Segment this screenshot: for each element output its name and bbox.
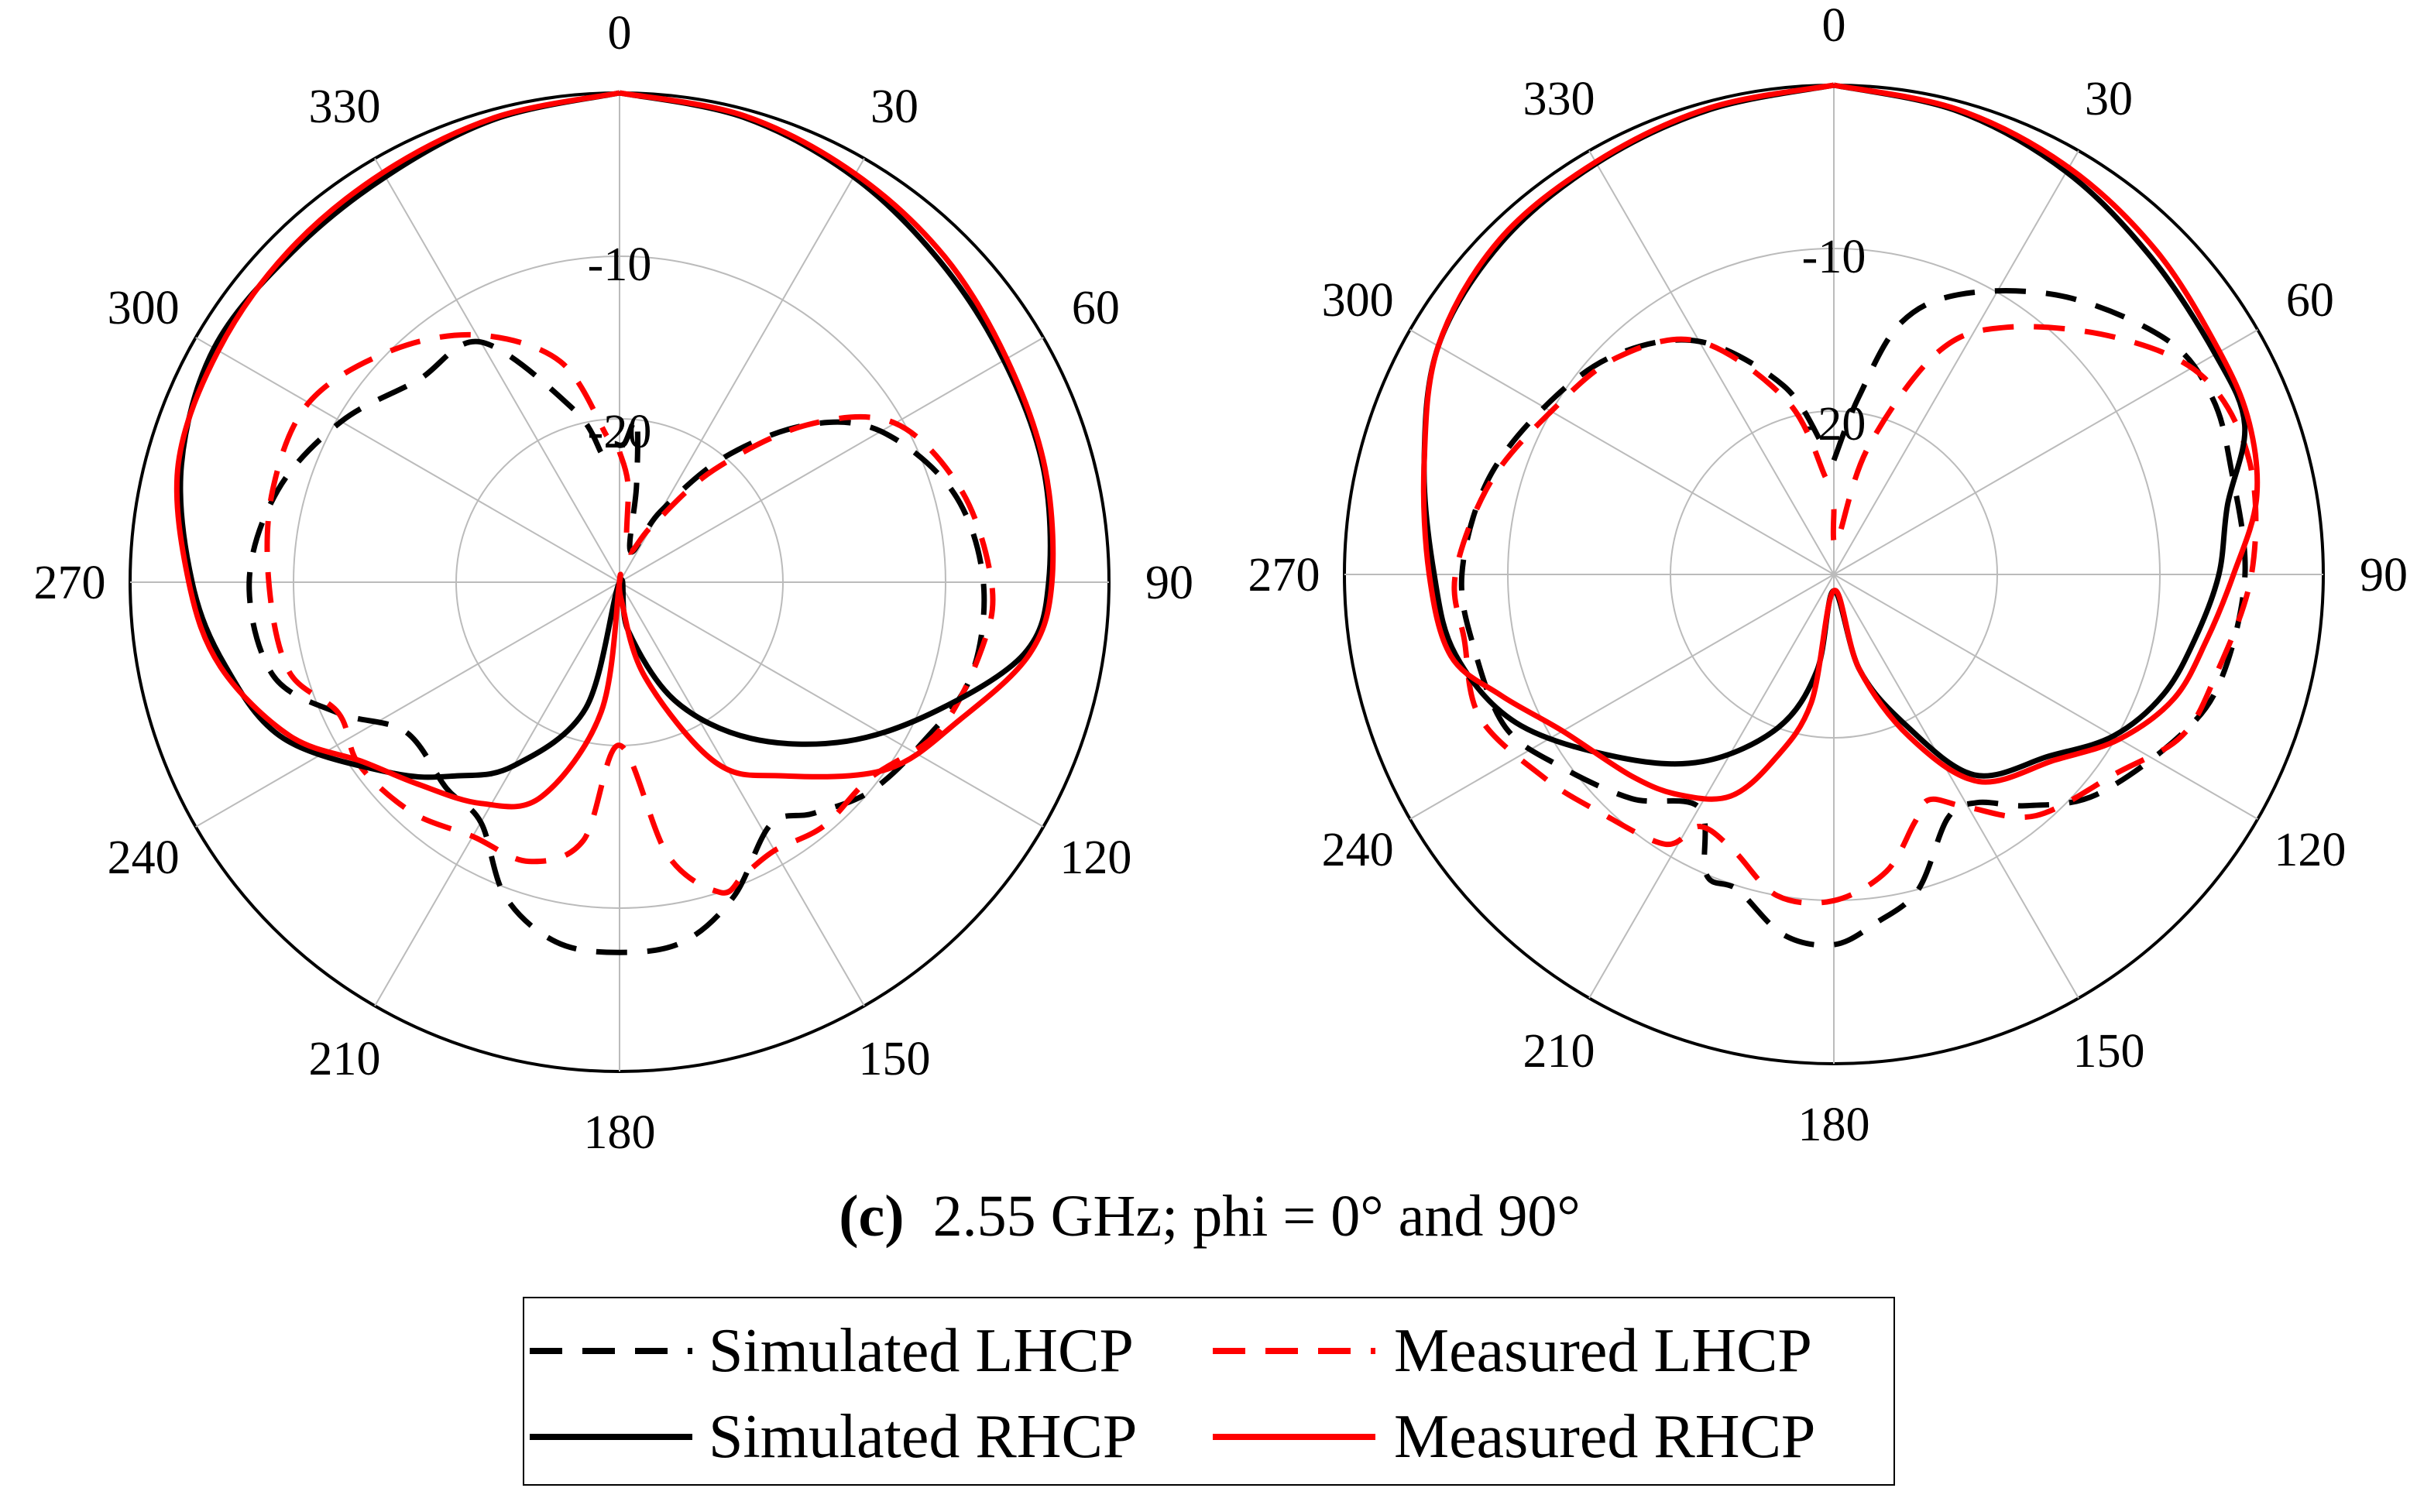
angle-tick-0: 0 [608,7,632,60]
spoke-60 [619,337,1044,583]
series-measured-rhcp [1420,82,2261,802]
series-measured-rhcp [173,90,1056,810]
spoke-120 [1833,574,2258,820]
spoke-60 [1833,329,2258,575]
angle-tick-120: 120 [2274,824,2346,876]
legend-label-simulated-rhcp: Simulated RHCP [709,1403,1137,1471]
series-lines [1420,82,2261,948]
angle-tick-150: 150 [859,1033,931,1085]
legend-box [523,1297,1895,1486]
legend: Simulated LHCP Measured LHCP Simulated R… [523,1297,1895,1486]
spoke-300 [195,337,620,583]
spoke-30 [1833,150,2079,575]
spoke-330 [374,158,620,583]
angle-tick-30: 30 [870,81,918,133]
caption-text: 2.55 GHz; phi = 0° and 90° [933,1184,1581,1249]
series-simulated-lhcp [1458,288,2248,948]
series-measured-lhcp [1451,324,2259,906]
angle-tick-labels: 0 30 60 90 120 150 180 210 240 270 300 330 [1248,0,2408,1151]
angle-tick-270: 270 [1248,549,1320,602]
angle-tick-330: 330 [309,81,381,133]
angle-tick-240: 240 [108,831,180,884]
angle-tick-210: 210 [309,1033,381,1085]
series-lines [173,90,1056,955]
angle-tick-30: 30 [2085,73,2133,125]
angle-tick-120: 120 [1059,831,1131,884]
angle-tick-150: 150 [2073,1025,2145,1078]
radial-label-minus-10: -10 [1802,231,1866,283]
angle-tick-0: 0 [1822,0,1846,52]
angle-tick-90: 90 [1145,557,1193,609]
spoke-150 [1833,574,2079,999]
caption-letter: (c) [839,1184,904,1249]
legend-label-simulated-lhcp: Simulated LHCP [709,1317,1134,1385]
figure-caption: (c) 2.55 GHz; phi = 0° and 90° [839,1184,1580,1249]
legend-label-measured-lhcp: Measured LHCP [1394,1317,1812,1385]
series-measured-lhcp [264,331,996,896]
angle-tick-210: 210 [1523,1025,1595,1078]
angle-tick-60: 60 [2286,274,2334,327]
angle-spokes [1344,85,2323,1064]
angle-tick-180: 180 [1798,1099,1870,1151]
radial-label-minus-10: -10 [588,238,652,291]
angle-tick-240: 240 [1322,824,1394,876]
angle-tick-labels: 0 30 60 90 120 150 180 210 240 270 300 330 [34,7,1194,1159]
angle-tick-60: 60 [1072,282,1120,334]
spoke-150 [619,581,865,1006]
angle-tick-180: 180 [584,1106,656,1159]
spoke-300 [1409,329,1835,575]
spoke-210 [1588,574,1835,999]
legend-label-measured-rhcp: Measured RHCP [1394,1403,1815,1471]
angle-tick-300: 300 [1322,274,1394,327]
angle-tick-270: 270 [34,557,106,609]
angle-tick-300: 300 [108,282,180,334]
spoke-240 [1409,574,1835,820]
spoke-330 [1588,150,1835,575]
angle-tick-90: 90 [2360,549,2408,602]
series-simulated-lhcp [246,338,987,955]
angle-tick-330: 330 [1523,73,1595,125]
spoke-210 [374,581,620,1006]
spoke-120 [619,581,1044,828]
spoke-240 [195,581,620,828]
